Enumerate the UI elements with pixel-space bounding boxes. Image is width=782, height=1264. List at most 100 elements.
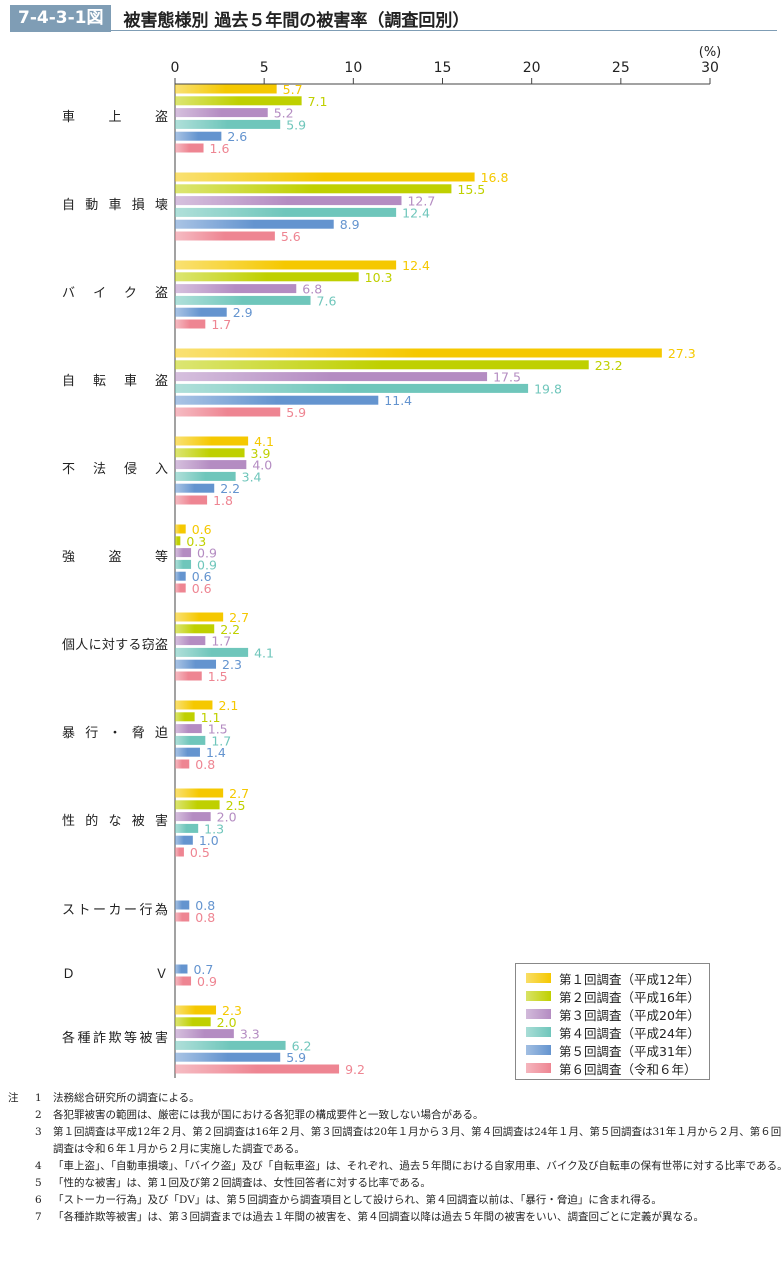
data-label: 1.8 <box>213 493 233 508</box>
data-label: 1.6 <box>210 141 230 156</box>
bar <box>175 407 281 417</box>
bar <box>175 1064 340 1074</box>
category-label: バイク盗 <box>62 286 168 301</box>
tick-label: 25 <box>612 60 630 76</box>
legend-label: 第３回調査（平成20年） <box>559 1007 700 1023</box>
data-label: 11.4 <box>384 393 412 408</box>
figure-title: 被害態様別 過去５年間の被害率（調査回別） <box>123 11 470 31</box>
category-label: ストーカー行為 <box>62 903 168 918</box>
note-prefix <box>8 1209 35 1226</box>
legend-item: 第３回調査（平成20年） <box>526 1005 709 1023</box>
data-label: 2.3 <box>222 1003 242 1018</box>
category-label: 車上盗 <box>62 110 168 125</box>
bar <box>175 260 397 270</box>
bar <box>175 436 249 446</box>
note-item: 3 第１回調査は平成12年２月、第２回調査は16年２月、第３回調査は20年１月から… <box>8 1124 782 1158</box>
data-label: 0.9 <box>197 974 217 989</box>
bar <box>175 612 224 622</box>
legend-swatch <box>526 1027 551 1037</box>
note-text: 第１回調査は平成12年２月、第２回調査は16年２月、第３回調査は20年１月から３… <box>53 1126 782 1155</box>
data-label: 0.6 <box>192 522 212 537</box>
data-label: 1.3 <box>204 821 224 836</box>
bar <box>175 319 206 329</box>
legend-label: 第２回調査（平成16年） <box>559 989 700 1005</box>
data-label: 3.9 <box>251 446 271 461</box>
bar <box>175 788 224 798</box>
bar <box>175 1029 234 1039</box>
data-label: 8.9 <box>340 217 360 232</box>
data-label: 0.6 <box>192 581 212 596</box>
bar <box>175 536 181 546</box>
data-label: 1.0 <box>199 833 219 848</box>
bar <box>175 483 215 493</box>
bar <box>175 395 379 405</box>
note-number: 6 <box>35 1194 42 1206</box>
legend-item: 第１回調査（平成12年） <box>526 969 709 987</box>
note-prefix <box>8 1124 35 1158</box>
bar <box>175 659 217 669</box>
note-text: 「各種詐欺等被害」は、第３回調査までは過去１年間の被害を、第４回調査以降は過去５… <box>53 1211 704 1223</box>
note-prefix <box>8 1192 35 1209</box>
data-label: 17.5 <box>493 370 521 385</box>
data-label: 0.9 <box>197 557 217 572</box>
legend-item: 第４回調査（平成24年） <box>526 1023 709 1041</box>
bar <box>175 1052 281 1062</box>
data-label: 12.4 <box>402 258 430 273</box>
bar <box>175 96 302 106</box>
legend-swatch <box>526 1063 551 1073</box>
bar <box>175 448 245 458</box>
bar <box>175 976 192 986</box>
legend-swatch <box>526 1009 551 1019</box>
data-label: 0.8 <box>195 910 215 925</box>
category-label: 強盗等 <box>62 550 168 565</box>
legend-item: 第６回調査（令和６年） <box>526 1059 709 1077</box>
bar <box>175 295 311 305</box>
figure-number: 7-4-3-1図 <box>10 5 112 32</box>
bar <box>175 812 211 822</box>
data-label: 19.8 <box>534 381 562 396</box>
bar <box>175 372 488 382</box>
data-label: 9.2 <box>345 1062 365 1077</box>
bar <box>175 231 275 241</box>
note-item: 2 各犯罪被害の範囲は、厳密には我が国における各犯罪の構成要件と一致しない場合があ… <box>8 1107 782 1124</box>
bar <box>175 800 220 810</box>
bar <box>175 571 186 581</box>
bar <box>175 559 192 569</box>
data-label: 27.3 <box>668 346 696 361</box>
data-label: 1.7 <box>211 634 231 649</box>
legend-label: 第６回調査（令和６年） <box>559 1061 697 1077</box>
bar <box>175 495 208 505</box>
bar <box>175 1017 211 1027</box>
data-label: 3.4 <box>242 469 262 484</box>
figure-header: 7-4-3-1図 被害態様別 過去５年間の被害率（調査回別） <box>10 5 469 32</box>
bar <box>175 196 402 206</box>
bar <box>175 131 222 141</box>
data-label: 0.6 <box>192 569 212 584</box>
bar <box>175 747 200 757</box>
note-text: 各犯罪被害の範囲は、厳密には我が国における各犯罪の構成要件と一致しない場合がある… <box>53 1109 484 1121</box>
note-text: 「車上盗」、「自動車損壊」、「バイク盗」及び「自転車盗」は、それぞれ、過去５年間… <box>53 1160 782 1172</box>
bar <box>175 548 192 558</box>
legend-label: 第１回調査（平成12年） <box>559 971 700 987</box>
category-label: 個人に対する窃盗 <box>62 638 168 653</box>
note-number: 5 <box>35 1177 42 1189</box>
note-prefix <box>8 1107 35 1124</box>
bar <box>175 712 195 722</box>
data-label: 2.2 <box>220 622 240 637</box>
legend-label: 第５回調査（平成31年） <box>559 1043 700 1059</box>
unit-label: (%) <box>699 45 722 60</box>
category-label: ＤＶ <box>62 967 168 982</box>
data-label: 0.7 <box>193 962 213 977</box>
data-label: 5.9 <box>286 117 306 132</box>
note-prefix <box>8 1175 35 1192</box>
bar <box>175 636 206 646</box>
legend-item: 第５回調査（平成31年） <box>526 1041 709 1059</box>
data-label: 12.4 <box>402 205 430 220</box>
note-number: 4 <box>35 1160 42 1172</box>
data-label: 1.5 <box>208 722 228 737</box>
bar <box>175 307 227 317</box>
bar <box>175 108 268 118</box>
tick-label: 30 <box>701 60 719 76</box>
bar <box>175 624 215 634</box>
category-label: 性的な被害 <box>62 814 168 829</box>
